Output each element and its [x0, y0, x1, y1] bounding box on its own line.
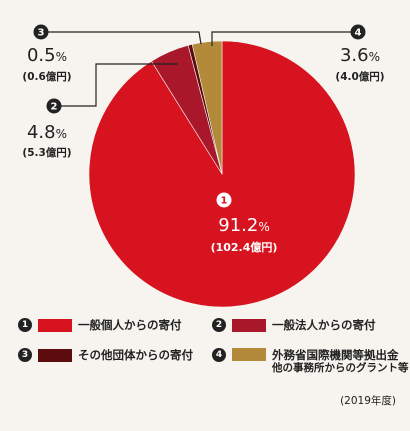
slice-2-leader — [61, 63, 178, 107]
legend-label-3: その他団体からの寄付 — [78, 348, 193, 362]
slice-1-amount: (102.4億円) — [211, 240, 278, 254]
slice-4-amount: (4.0億円) — [335, 70, 384, 83]
slice-3-amount: (0.6億円) — [22, 70, 71, 83]
slice-1-percent: 91.2% — [218, 215, 269, 236]
slice-3-percent: 0.5% — [27, 45, 67, 66]
legend-swatch-1 — [38, 318, 72, 332]
slice-1-badge-number: 1 — [221, 196, 228, 207]
slice-3-leader — [48, 31, 202, 45]
legend-label-2: 一般法人からの寄付 — [272, 318, 376, 332]
legend-label-4-line2: 他の事務所からのグラント等 — [272, 362, 409, 375]
legend-number-1: 1 — [18, 318, 32, 333]
slice-2-badge-number: 2 — [51, 102, 58, 113]
legend-number-2: 2 — [212, 318, 226, 333]
slice-4-percent: 3.6% — [340, 45, 380, 66]
slice-2-percent: 4.8% — [27, 122, 67, 143]
pie-slice-4 — [191, 40, 223, 175]
legend-number-4: 4 — [212, 348, 226, 362]
legend-item-4: 4 外務省国際機関等拠出金 他の事務所からのグラント等 — [212, 348, 409, 376]
slice-3-badge — [33, 24, 49, 40]
slice-4-badge — [350, 24, 366, 40]
legend-swatch-3 — [38, 348, 72, 362]
legend-item-3: 3 その他団体からの寄付 — [18, 348, 193, 363]
slice-2-badge — [46, 98, 62, 114]
legend-swatch-2 — [232, 318, 266, 332]
legend-item-1: 1 一般個人からの寄付 — [18, 318, 182, 333]
slice-2-amount: (5.3億円) — [22, 146, 71, 159]
legend-label-4-line1: 外務省国際機関等拠出金 — [272, 348, 399, 362]
legend-item-2: 2 一般法人からの寄付 — [212, 318, 376, 333]
slice-4-badge-number: 4 — [355, 28, 362, 39]
legend-number-3: 3 — [18, 348, 32, 363]
legend-label-1: 一般個人からの寄付 — [78, 318, 182, 332]
slice-1-badge — [216, 192, 232, 208]
fiscal-year-note: (2019年度) — [340, 395, 396, 407]
legend-swatch-4 — [232, 348, 266, 361]
slice-3-badge-number: 3 — [38, 28, 45, 39]
legend-label-4: 外務省国際機関等拠出金 他の事務所からのグラント等 — [272, 348, 409, 376]
slice-4-leader — [211, 31, 351, 46]
